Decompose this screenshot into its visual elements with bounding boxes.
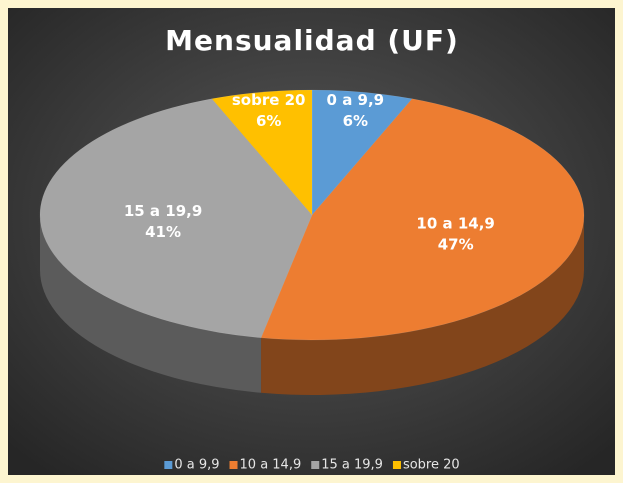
pie-slice — [311, 89, 413, 216]
data-label-value: 41% — [145, 223, 181, 241]
data-label-value: 47% — [438, 236, 474, 254]
legend-swatch — [311, 461, 320, 469]
legend-swatch — [164, 461, 173, 469]
legend-label: 0 a 9,9 — [174, 458, 219, 473]
pie-side — [261, 215, 584, 395]
data-label-name: 10 a 14,9 — [416, 215, 494, 233]
pie-slice — [211, 89, 313, 216]
legend-swatch — [229, 461, 238, 469]
legend-swatch — [392, 461, 401, 469]
legend: 0 a 9,9 10 a 14,9 15 a 19,9 sobre 20 — [164, 458, 460, 473]
data-label-name: 0 a 9,9 — [327, 91, 385, 109]
legend-label: 10 a 14,9 — [240, 458, 302, 473]
chart-title: Mensualidad (UF) — [165, 24, 459, 57]
data-label-name: 15 a 19,9 — [124, 202, 202, 220]
data-label-value: 6% — [256, 112, 281, 130]
data-label-name: sobre 20 — [232, 91, 306, 109]
pie-slice — [39, 98, 313, 339]
pie-slice — [260, 98, 585, 341]
pie-side — [40, 215, 262, 393]
legend-label: 15 a 19,9 — [321, 458, 383, 473]
data-label-value: 6% — [343, 112, 368, 130]
legend-label: sobre 20 — [403, 458, 460, 473]
